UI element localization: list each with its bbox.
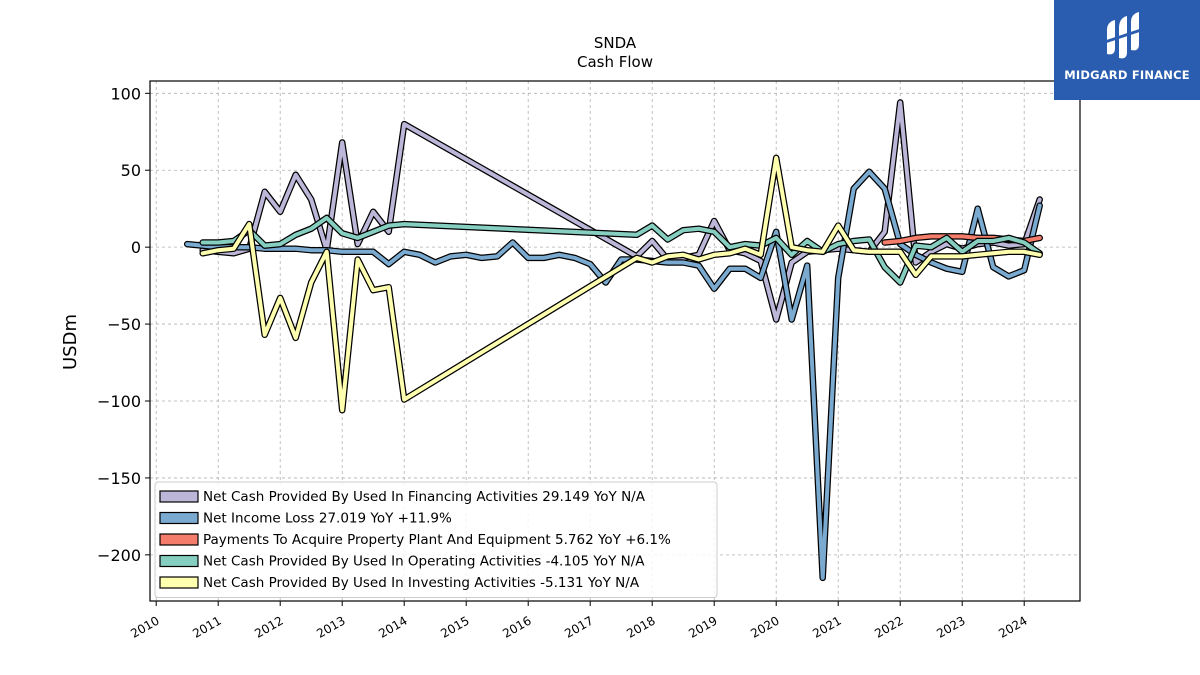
legend-label: Net Income Loss 27.019 YoY +11.9% bbox=[203, 511, 452, 527]
legend-label: Net Cash Provided By Used In Financing A… bbox=[203, 489, 646, 505]
x-tick-label: 2016 bbox=[500, 613, 533, 640]
x-axis-ticks: 2010 2011 2012 2013 2014 2015 2016 2017 2018 2019… bbox=[128, 601, 1030, 641]
midgard-logo-icon bbox=[1104, 12, 1142, 59]
x-tick-label: 2019 bbox=[686, 613, 719, 640]
series-lines bbox=[183, 99, 1043, 582]
x-tick-label: 2015 bbox=[438, 613, 471, 640]
legend-label: Net Cash Provided By Used In Investing A… bbox=[203, 575, 640, 591]
y-axis-ticks: 100 50 0 −50 −100 −150 −200 bbox=[97, 84, 150, 565]
x-tick-label: 2021 bbox=[810, 613, 843, 640]
series-line-4 bbox=[199, 154, 1043, 414]
chart-subtitle: Cash Flow bbox=[577, 53, 653, 71]
x-tick-label: 2013 bbox=[314, 613, 347, 640]
legend-box bbox=[154, 481, 718, 598]
legend-item: Net Cash Provided By Used In Financing A… bbox=[159, 489, 646, 505]
x-tick-label: 2010 bbox=[128, 613, 161, 640]
x-tick-label: 2011 bbox=[190, 613, 223, 640]
x-tick-label: 2014 bbox=[376, 613, 409, 640]
y-tick-label: 50 bbox=[121, 161, 141, 180]
legend-swatch bbox=[159, 576, 199, 589]
x-tick-label: 2022 bbox=[872, 613, 905, 640]
brand-name: MIDGARD FINANCE bbox=[1064, 68, 1190, 82]
y-tick-label: −50 bbox=[107, 315, 141, 334]
x-tick-label: 2012 bbox=[252, 613, 285, 640]
x-tick-label: 2024 bbox=[996, 613, 1029, 640]
y-tick-label: −150 bbox=[97, 469, 141, 488]
brand-logo: MIDGARD FINANCE bbox=[1054, 0, 1200, 100]
x-tick-label: 2020 bbox=[748, 613, 781, 640]
legend-swatch bbox=[159, 511, 199, 525]
y-tick-label: 0 bbox=[131, 238, 141, 257]
y-tick-label: −100 bbox=[97, 392, 141, 411]
series-stroke bbox=[200, 155, 1042, 413]
series-stroke bbox=[200, 215, 1042, 285]
series-line-3 bbox=[199, 214, 1043, 286]
x-tick-label: 2018 bbox=[624, 613, 657, 640]
legend-swatch bbox=[159, 533, 199, 546]
legend-label: Payments To Acquire Property Plant And E… bbox=[203, 532, 671, 548]
x-tick-label: 2017 bbox=[562, 613, 595, 640]
chart-title: SNDA bbox=[594, 34, 637, 52]
legend-item: Net Cash Provided By Used In Operating A… bbox=[159, 554, 645, 570]
legend-item: Net Income Loss 27.019 YoY +11.9% bbox=[159, 511, 452, 527]
y-tick-label: 100 bbox=[110, 84, 141, 103]
legend-swatch bbox=[159, 490, 199, 503]
x-tick-label: 2023 bbox=[934, 613, 967, 640]
legend: Net Cash Provided By Used In Financing A… bbox=[154, 481, 718, 598]
legend-item: Net Cash Provided By Used In Investing A… bbox=[159, 575, 640, 591]
y-tick-label: −200 bbox=[97, 546, 141, 565]
legend-label: Net Cash Provided By Used In Operating A… bbox=[203, 554, 645, 570]
legend-item: Payments To Acquire Property Plant And E… bbox=[159, 532, 671, 548]
y-axis-label: USDm bbox=[60, 314, 81, 370]
plot-frame bbox=[149, 80, 1081, 602]
legend-swatch bbox=[159, 554, 199, 568]
